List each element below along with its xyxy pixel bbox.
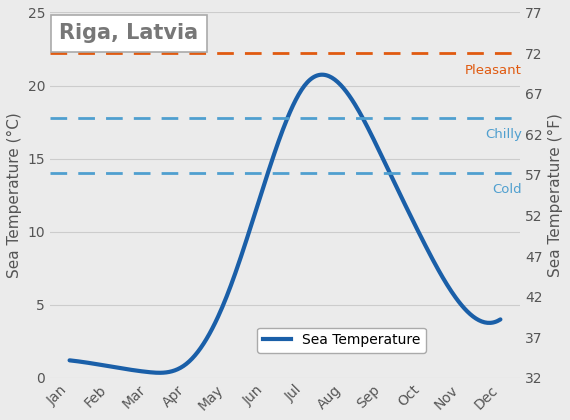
Sea Temperature bbox=[497, 317, 504, 322]
Y-axis label: Sea Temperature (°F): Sea Temperature (°F) bbox=[548, 113, 563, 277]
Sea Temperature bbox=[459, 304, 466, 309]
Sea Temperature bbox=[333, 78, 340, 83]
Sea Temperature bbox=[156, 370, 162, 375]
Line: Sea Temperature: Sea Temperature bbox=[70, 75, 500, 373]
Y-axis label: Sea Temperature (°C): Sea Temperature (°C) bbox=[7, 112, 22, 278]
Sea Temperature bbox=[66, 358, 73, 363]
Text: Pleasant: Pleasant bbox=[465, 63, 522, 76]
Text: Riga, Latvia: Riga, Latvia bbox=[59, 24, 198, 43]
Sea Temperature bbox=[318, 72, 325, 77]
Legend: Sea Temperature: Sea Temperature bbox=[257, 328, 426, 353]
Sea Temperature bbox=[432, 262, 439, 268]
Sea Temperature bbox=[325, 74, 332, 79]
Sea Temperature bbox=[324, 73, 331, 78]
Text: Chilly: Chilly bbox=[485, 128, 522, 141]
Sea Temperature bbox=[68, 358, 75, 363]
Text: Cold: Cold bbox=[492, 184, 522, 197]
